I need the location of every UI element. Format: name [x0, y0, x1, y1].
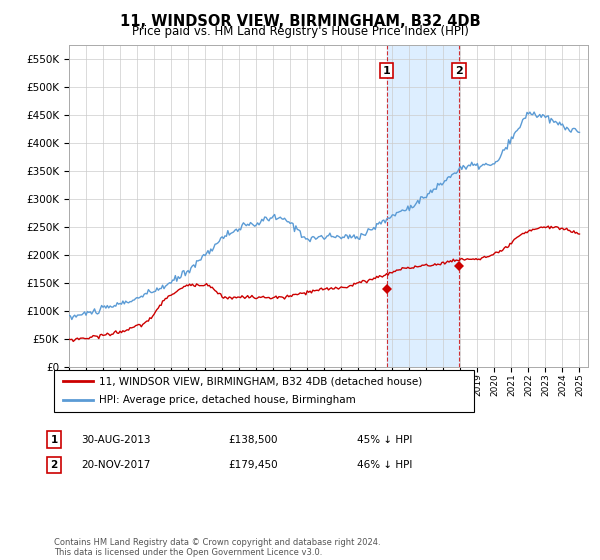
Text: 46% ↓ HPI: 46% ↓ HPI: [357, 460, 412, 470]
Text: Contains HM Land Registry data © Crown copyright and database right 2024.
This d: Contains HM Land Registry data © Crown c…: [54, 538, 380, 557]
Text: 45% ↓ HPI: 45% ↓ HPI: [357, 435, 412, 445]
Text: 2: 2: [455, 66, 463, 76]
Text: 30-AUG-2013: 30-AUG-2013: [81, 435, 151, 445]
Text: £138,500: £138,500: [228, 435, 277, 445]
Text: 11, WINDSOR VIEW, BIRMINGHAM, B32 4DB (detached house): 11, WINDSOR VIEW, BIRMINGHAM, B32 4DB (d…: [99, 376, 422, 386]
Text: 20-NOV-2017: 20-NOV-2017: [81, 460, 151, 470]
Text: Price paid vs. HM Land Registry's House Price Index (HPI): Price paid vs. HM Land Registry's House …: [131, 25, 469, 38]
Text: 11, WINDSOR VIEW, BIRMINGHAM, B32 4DB: 11, WINDSOR VIEW, BIRMINGHAM, B32 4DB: [119, 14, 481, 29]
Text: 2: 2: [50, 460, 58, 470]
Text: 1: 1: [50, 435, 58, 445]
Bar: [386, 45, 459, 367]
Text: HPI: Average price, detached house, Birmingham: HPI: Average price, detached house, Birm…: [99, 395, 356, 405]
Text: £179,450: £179,450: [228, 460, 278, 470]
Text: 1: 1: [383, 66, 391, 76]
